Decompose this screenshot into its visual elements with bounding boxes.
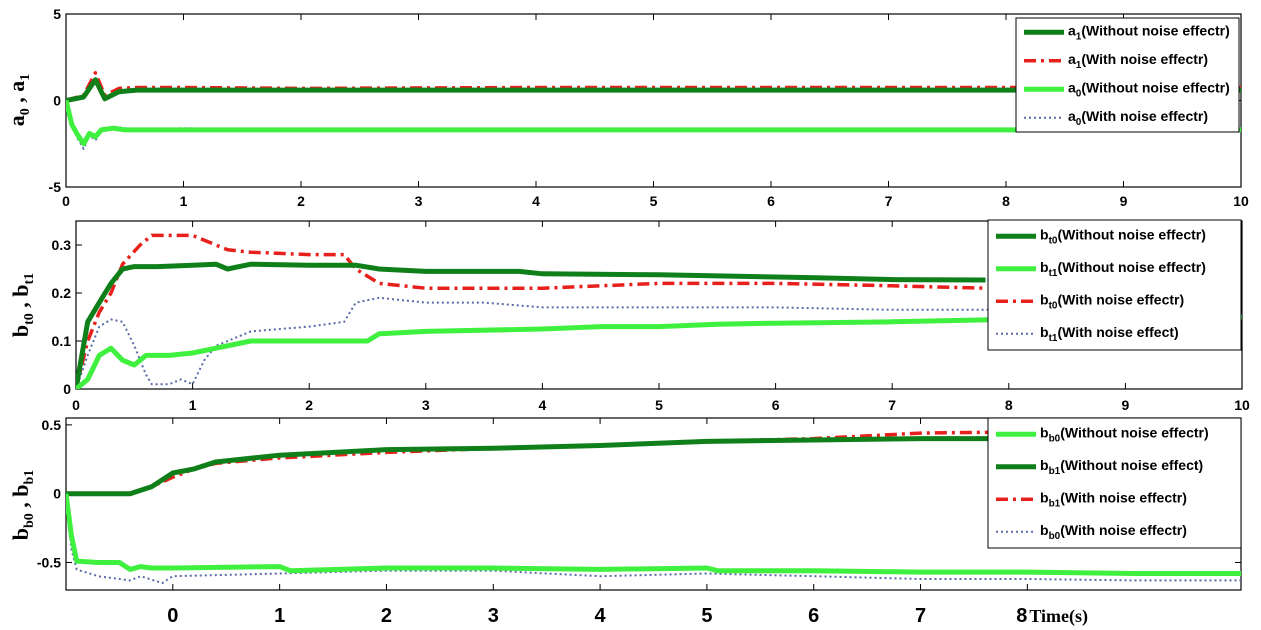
series-line-blue-dotted [76, 296, 1009, 389]
x-tick-label: 5 [650, 193, 658, 209]
legend-entry: a0(Without noise effectr) [1068, 79, 1230, 99]
legend: bt0(Without noise effectr) bt1(Without no… [987, 219, 1242, 351]
y-tick-label: 0 [63, 381, 71, 397]
legend-entry: bb0(Without noise effectr) [1040, 424, 1209, 444]
x-tick-label: 7 [888, 397, 896, 413]
y-tick-label: 0.2 [52, 285, 72, 301]
x-tick-label: 5 [655, 397, 663, 413]
legend-entry: a1(Without noise effectr) [1068, 22, 1230, 42]
series-line-dark-solid [76, 261, 986, 389]
x-tick-label: 3 [488, 605, 499, 627]
x-tick-label: 2 [297, 193, 305, 209]
x-tick-label: 4 [595, 605, 607, 627]
legend-entry: bb1(With noise effectr) [1040, 489, 1187, 509]
legend-entry: bt0(Without noise effectr) [1040, 226, 1206, 246]
chart-panel-2: 0 0.1 0.2 0.3 0 1 2 3 4 5 6 7 8 9 10 bt0(Without noise … [8, 219, 1250, 413]
y-tick-label: -5 [49, 179, 62, 195]
x-tick-label: 0 [167, 605, 178, 627]
x-tick-label: 9 [1122, 397, 1130, 413]
legend-entry: a1(With noise effectr) [1068, 51, 1208, 71]
legend-entry: bt1(With noise effect) [1040, 324, 1179, 344]
x-tick-label: 6 [772, 397, 780, 413]
y-tick-label: 0.3 [52, 237, 72, 253]
x-tick-label: 8 [1002, 193, 1010, 209]
legend-entry: bt1(Without noise effectr) [1040, 259, 1206, 279]
y-tick-label: 0.1 [52, 333, 72, 349]
x-tick-label: 7 [885, 193, 893, 209]
x-tick-label: 1 [180, 193, 188, 209]
y-tick-label: 0 [53, 93, 61, 109]
x-tick-label: 4 [532, 193, 540, 209]
x-tick-label: 8 [1016, 605, 1027, 627]
x-tick-label: 7 [915, 605, 926, 627]
x-tick-label: 2 [381, 605, 392, 627]
series-line-light-solid [66, 493, 1241, 576]
x-tick-label: 10 [1233, 193, 1249, 209]
y-axis-label: a0 , a1 [4, 74, 33, 127]
x-tick-label: 8 [1005, 397, 1013, 413]
series-line-blue-dotted [66, 493, 1241, 585]
x-tick-label: 5 [701, 605, 712, 627]
x-tick-label: 2 [305, 397, 313, 413]
x-tick-label: 0 [62, 193, 70, 209]
legend-box [987, 219, 1242, 351]
legend: a1(Without noise effectr) a1(With noise e… [1015, 17, 1240, 133]
legend-entry: bb0(With noise effectr) [1040, 522, 1187, 542]
x-tick-label: 1 [274, 605, 285, 627]
chart-panel-3: -0.5 0 0.5 0 1 2 3 4 5 6 7 8 Time(s) bb0(Without nois… [8, 417, 1242, 627]
y-axis-label: bb0 , bb1 [8, 470, 37, 541]
legend-entry: bt0(With noise effectr) [1040, 291, 1184, 311]
x-axis-title: Time(s) [1029, 606, 1088, 627]
y-axis-label: bt0 , bt1 [8, 273, 37, 337]
series-line-dark-solid [66, 433, 1241, 497]
legend-box [1015, 17, 1240, 133]
series-line-dark-solid [66, 77, 1241, 103]
x-tick-label: 3 [415, 193, 423, 209]
legend-entry: bb1(Without noise effect) [1040, 457, 1203, 477]
x-tick-label: 0 [72, 397, 80, 413]
x-tick-label: 1 [189, 397, 197, 413]
x-tick-label: 3 [422, 397, 430, 413]
x-tick-label: 10 [1234, 397, 1250, 413]
x-tick-label: 6 [767, 193, 775, 209]
series-line-light-solid [76, 314, 1242, 389]
y-tick-label: 0 [53, 486, 61, 502]
x-tick-label: 9 [1120, 193, 1128, 209]
legend-box [987, 417, 1242, 549]
legend-entry: a0(With noise effectr) [1068, 108, 1208, 128]
x-tick-label: 4 [539, 397, 547, 413]
x-tick-label: 6 [808, 605, 819, 627]
y-tick-label: 0.5 [42, 417, 62, 433]
y-tick-label: -0.5 [37, 554, 61, 570]
y-tick-label: 5 [53, 6, 61, 22]
legend: bb0(Without noise effectr) bb1(Without no… [987, 417, 1242, 549]
series-line-red-dashdot [66, 71, 1241, 103]
series-line-light-solid [66, 99, 1241, 147]
